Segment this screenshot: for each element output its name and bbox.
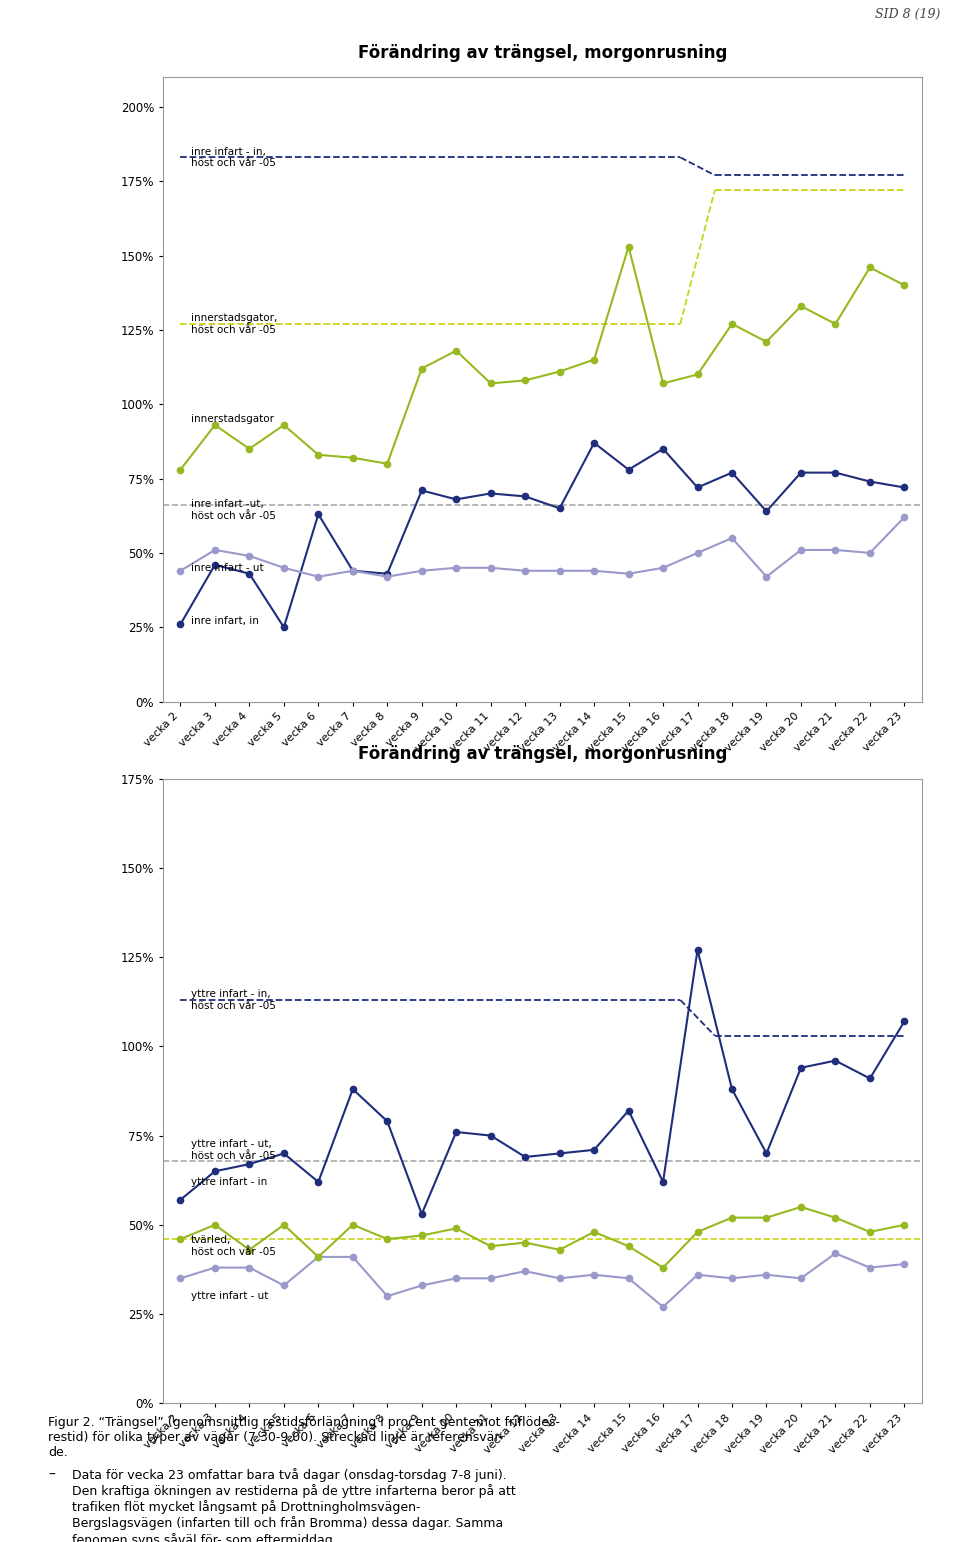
Title: Förändring av trängsel, morgonrusning: Förändring av trängsel, morgonrusning [358, 43, 727, 62]
Text: Figur 2. “Trängsel” (genomsnittlig restidsförlängning i procent gentemot friflöd: Figur 2. “Trängsel” (genomsnittlig resti… [48, 1416, 560, 1459]
Text: SID 8 (19): SID 8 (19) [876, 8, 941, 20]
Text: tvärled,
höst och vår -05: tvärled, höst och vår -05 [191, 1235, 276, 1257]
Text: inre infart - in,
höst och vår -05: inre infart - in, höst och vår -05 [191, 146, 276, 168]
Text: yttre infart - in,
höst och vår -05: yttre infart - in, höst och vår -05 [191, 988, 276, 1010]
Text: –: – [48, 1468, 55, 1482]
Text: innerstadsgator,
höst och vår -05: innerstadsgator, höst och vår -05 [191, 313, 277, 335]
Text: inre infart -ut,
höst och vår -05: inre infart -ut, höst och vår -05 [191, 500, 276, 521]
Title: Förändring av trängsel, morgonrusning: Förändring av trängsel, morgonrusning [358, 745, 727, 763]
Text: yttre infart - ut: yttre infart - ut [191, 1291, 268, 1301]
Text: inre infart, in: inre infart, in [191, 617, 258, 626]
Text: innerstadsgator: innerstadsgator [191, 415, 274, 424]
Text: yttre infart - in: yttre infart - in [191, 1177, 267, 1187]
Text: inre infart - ut: inre infart - ut [191, 563, 263, 572]
Text: Data för vecka 23 omfattar bara två dagar (onsdag-torsdag 7-8 juni).
Den kraftig: Data för vecka 23 omfattar bara två daga… [72, 1468, 516, 1542]
Text: yttre infart - ut,
höst och vår -05: yttre infart - ut, höst och vår -05 [191, 1140, 276, 1161]
